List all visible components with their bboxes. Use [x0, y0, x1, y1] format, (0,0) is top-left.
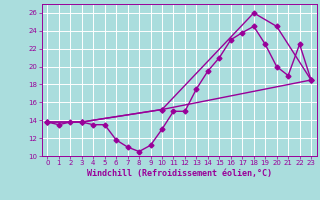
X-axis label: Windchill (Refroidissement éolien,°C): Windchill (Refroidissement éolien,°C) [87, 169, 272, 178]
